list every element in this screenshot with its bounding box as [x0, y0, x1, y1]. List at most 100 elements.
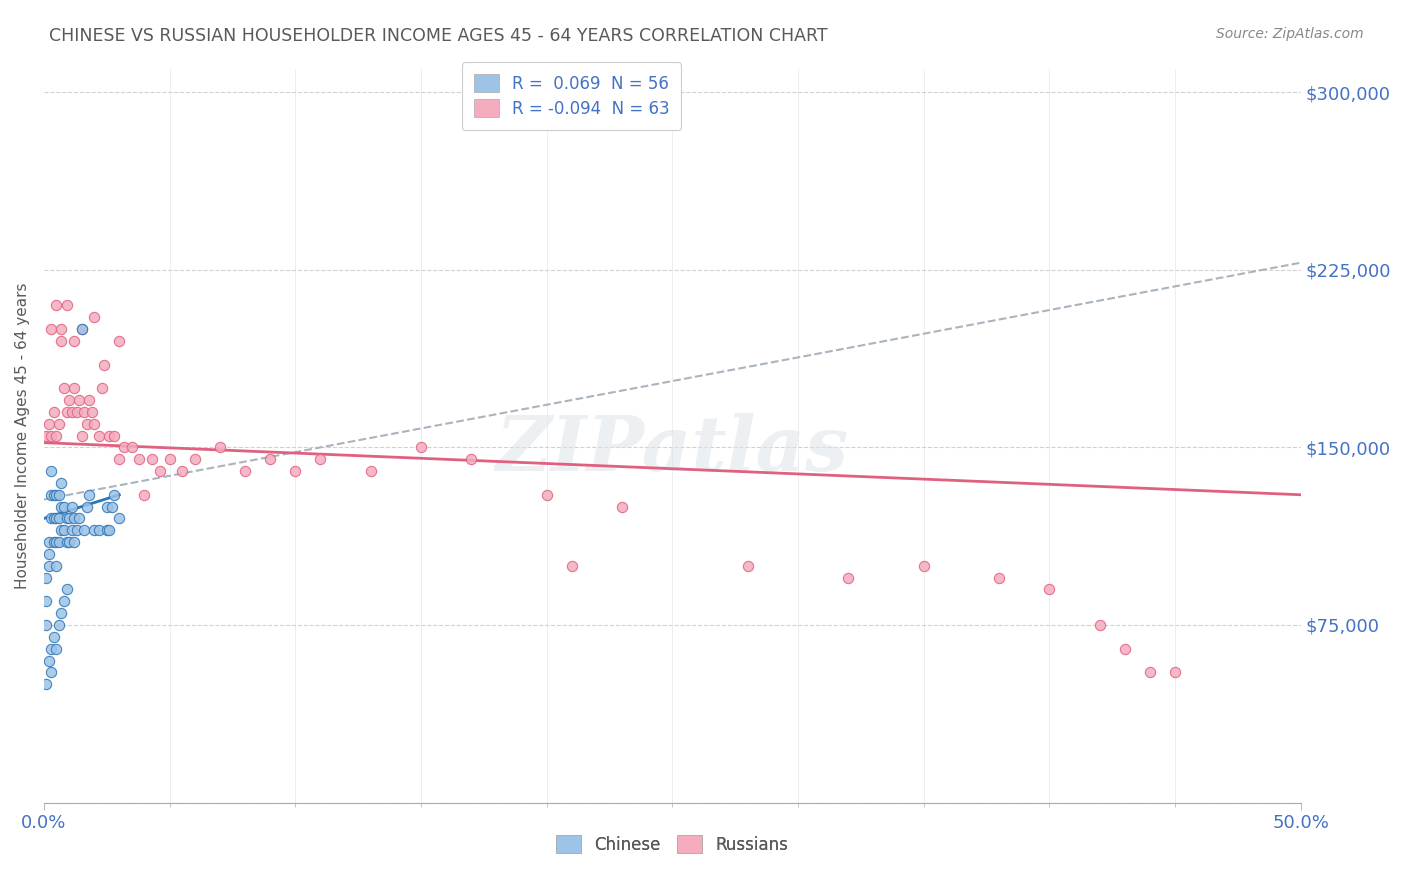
Point [208, 441, 231, 455]
Point [90, 381, 112, 395]
Point [89, 428, 111, 442]
Point [63, 535, 86, 549]
Point [41, 428, 63, 442]
Point [38, 547, 60, 561]
Point [45, 428, 67, 442]
Point [48, 488, 70, 502]
Text: Source: ZipAtlas.com: Source: ZipAtlas.com [1216, 27, 1364, 41]
Point [45, 511, 67, 525]
Point [63, 381, 86, 395]
Point [63, 511, 86, 525]
Point [141, 452, 163, 467]
Point [233, 464, 256, 478]
Point [53, 594, 76, 608]
Legend: Chinese, Russians: Chinese, Russians [550, 829, 796, 860]
Point [1088, 618, 1111, 632]
Point [96, 500, 118, 514]
Point [96, 523, 118, 537]
Point [38, 535, 60, 549]
Point [45, 488, 67, 502]
Point [70, 428, 93, 442]
Point [70, 322, 93, 336]
Point [610, 500, 633, 514]
Point [561, 558, 583, 573]
Point [35, 594, 58, 608]
Point [55, 405, 77, 419]
Point [51, 606, 73, 620]
Point [108, 511, 131, 525]
Point [134, 488, 156, 502]
Point [48, 511, 70, 525]
Point [60, 405, 83, 419]
Point [1139, 665, 1161, 680]
Point [70, 322, 93, 336]
Point [38, 558, 60, 573]
Point [41, 488, 63, 502]
Point [108, 334, 131, 348]
Point [409, 441, 432, 455]
Point [89, 523, 111, 537]
Point [35, 618, 58, 632]
Point [35, 571, 58, 585]
Point [42, 535, 65, 549]
Point [55, 535, 77, 549]
Point [53, 500, 76, 514]
Point [55, 511, 77, 525]
Point [45, 535, 67, 549]
Point [183, 452, 205, 467]
Point [536, 488, 558, 502]
Point [58, 535, 80, 549]
Point [38, 417, 60, 431]
Point [159, 452, 181, 467]
Point [1038, 582, 1060, 597]
Point [360, 464, 382, 478]
Point [65, 523, 87, 537]
Point [148, 464, 170, 478]
Point [460, 452, 482, 467]
Point [60, 523, 83, 537]
Point [41, 464, 63, 478]
Point [51, 322, 73, 336]
Point [42, 511, 65, 525]
Point [108, 452, 131, 467]
Point [45, 298, 67, 312]
Point [93, 358, 115, 372]
Point [42, 630, 65, 644]
Point [837, 571, 859, 585]
Point [76, 500, 98, 514]
Point [77, 488, 100, 502]
Point [35, 428, 58, 442]
Point [912, 558, 935, 573]
Point [73, 523, 96, 537]
Point [48, 417, 70, 431]
Point [103, 488, 125, 502]
Point [42, 405, 65, 419]
Point [41, 511, 63, 525]
Point [73, 405, 96, 419]
Point [98, 523, 121, 537]
Point [83, 310, 105, 325]
Point [1114, 641, 1136, 656]
Point [38, 653, 60, 667]
Point [737, 558, 759, 573]
Point [67, 511, 90, 525]
Point [42, 488, 65, 502]
Point [988, 571, 1011, 585]
Point [65, 405, 87, 419]
Point [45, 641, 67, 656]
Point [83, 523, 105, 537]
Point [172, 464, 194, 478]
Point [58, 392, 80, 407]
Point [76, 417, 98, 431]
Point [1164, 665, 1187, 680]
Point [55, 582, 77, 597]
Point [128, 452, 150, 467]
Point [103, 428, 125, 442]
Point [67, 392, 90, 407]
Text: ZIPatlas: ZIPatlas [496, 413, 849, 487]
Point [60, 500, 83, 514]
Point [53, 381, 76, 395]
Point [41, 322, 63, 336]
Point [80, 405, 103, 419]
Point [77, 392, 100, 407]
